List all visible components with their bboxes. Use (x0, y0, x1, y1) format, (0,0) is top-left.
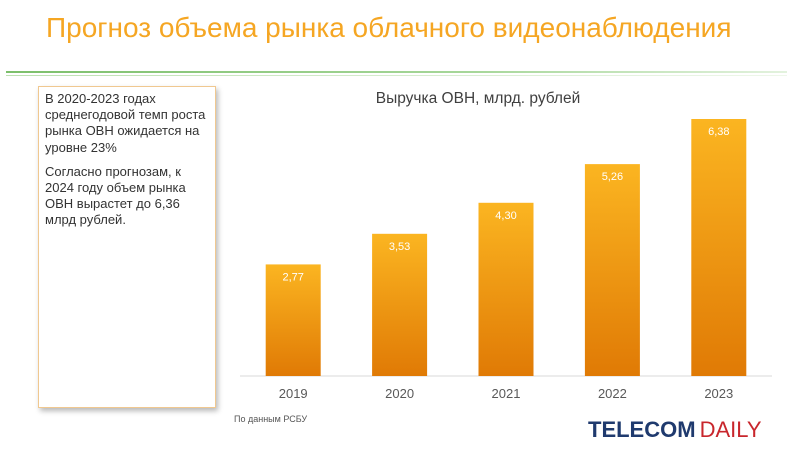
bar-2022 (584, 164, 640, 376)
telecomdaily-logo: TELECOM DAILY (588, 417, 762, 443)
bar-2019 (265, 264, 321, 376)
chart-title: Выручка ОВН, млрд. рублей (375, 90, 581, 107)
title-divider (6, 71, 787, 73)
title-divider-secondary (6, 75, 787, 76)
logo-telecom-text: TELECOM (588, 417, 696, 442)
x-tick-label: 2023 (704, 386, 733, 401)
source-note: По данным РСБУ (234, 414, 308, 424)
bar-value-label: 4,30 (495, 210, 516, 222)
bar-2020 (372, 233, 428, 376)
logo-daily-text: DAILY (699, 417, 762, 442)
note-growth-text: В 2020-2023 годах среднегодовой темп рос… (45, 91, 206, 155)
x-tick-label: 2022 (598, 386, 627, 401)
bar-value-label: 5,26 (602, 171, 623, 183)
bar-value-label: 2,77 (282, 271, 303, 283)
bar-2023 (691, 119, 747, 376)
bar-value-label: 3,53 (389, 241, 410, 253)
x-tick-label: 2020 (385, 386, 414, 401)
bar-2021 (478, 202, 534, 376)
revenue-bar-chart: 2,77 2019 3,53 2020 4,30 2021 5,26 2022 6,38 2023 (240, 119, 772, 401)
bar-value-label: 6,38 (708, 126, 729, 138)
note-forecast-text: Согласно прогнозам, к 2024 году объем ры… (45, 163, 186, 228)
x-tick-label: 2021 (492, 386, 521, 401)
page-title: Прогноз объема рынка облачного видеонабл… (46, 12, 732, 43)
summary-note: В 2020-2023 годах среднегодовой темп рос… (38, 86, 216, 408)
x-tick-label: 2019 (279, 386, 308, 401)
